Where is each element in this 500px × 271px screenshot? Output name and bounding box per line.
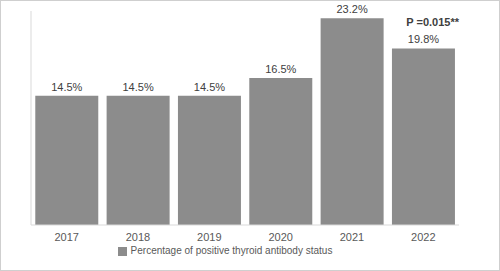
svg-text:16.5%: 16.5% [265, 63, 296, 75]
svg-text:2021: 2021 [340, 231, 364, 243]
svg-text:14.5%: 14.5% [123, 81, 154, 93]
svg-text:2019: 2019 [197, 231, 221, 243]
svg-text:2022: 2022 [411, 231, 435, 243]
svg-text:2020: 2020 [268, 231, 292, 243]
svg-text:2018: 2018 [126, 231, 150, 243]
svg-text:2017: 2017 [54, 231, 78, 243]
svg-text:19.8%: 19.8% [408, 33, 439, 45]
html-text:Percentage of positive thyroid: Percentage of positive thyroid antibody … [130, 245, 333, 256]
html-text:P =0.015**: P =0.015** [406, 16, 459, 28]
svg-text:23.2%: 23.2% [337, 3, 368, 15]
svg-text:14.5%: 14.5% [51, 81, 82, 93]
svg-text:14.5%: 14.5% [194, 81, 225, 93]
